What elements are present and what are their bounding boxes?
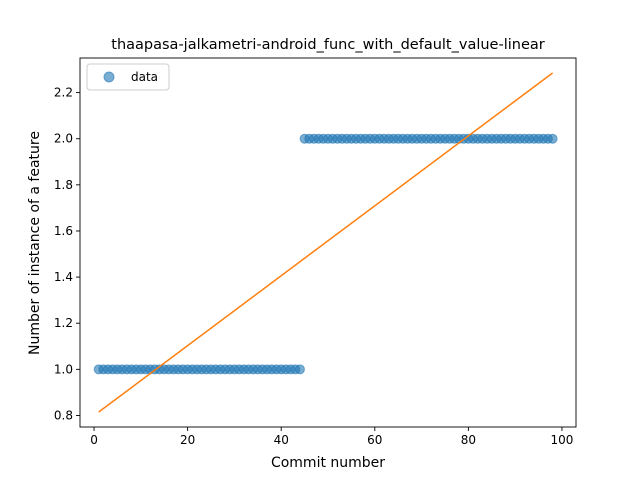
- chart-title: thaapasa-jalkametri-android_func_with_de…: [111, 37, 544, 53]
- data-point: [294, 364, 305, 375]
- y-axis-label: Number of instance of a feature: [27, 131, 43, 355]
- axes: 0 20 40 60 80 100 0.8 1.0 1.2 1.4 1.6 1.8 2.0 2.2: [54, 57, 577, 447]
- y-tick-label: 1.2: [54, 316, 73, 330]
- x-tick-label: 20: [180, 433, 195, 447]
- x-tick-label: 60: [367, 433, 382, 447]
- legend-marker-data: [103, 71, 115, 83]
- y-tick-label: 0.8: [54, 408, 73, 422]
- y-tick-label: 1.6: [54, 224, 73, 238]
- y-tick-label: 1.0: [54, 362, 73, 376]
- legend-label-data: data: [131, 70, 158, 84]
- y-tick-label: 1.8: [54, 178, 73, 192]
- y-tick-label: 2.0: [54, 132, 73, 146]
- x-tick-label: 80: [461, 433, 476, 447]
- x-tick-label: 100: [551, 433, 574, 447]
- data-point: [547, 133, 558, 144]
- x-tick-label: 40: [274, 433, 289, 447]
- legend: data: [86, 63, 170, 91]
- y-tick-label: 1.4: [54, 270, 73, 284]
- x-tick-label: 0: [90, 433, 98, 447]
- legend-box: [86, 63, 170, 91]
- y-tick-label: 2.2: [54, 86, 73, 100]
- marks: [93, 72, 558, 413]
- axes-frame: [79, 57, 577, 428]
- x-axis-label: Commit number: [271, 455, 385, 471]
- fit-line: [98, 72, 554, 413]
